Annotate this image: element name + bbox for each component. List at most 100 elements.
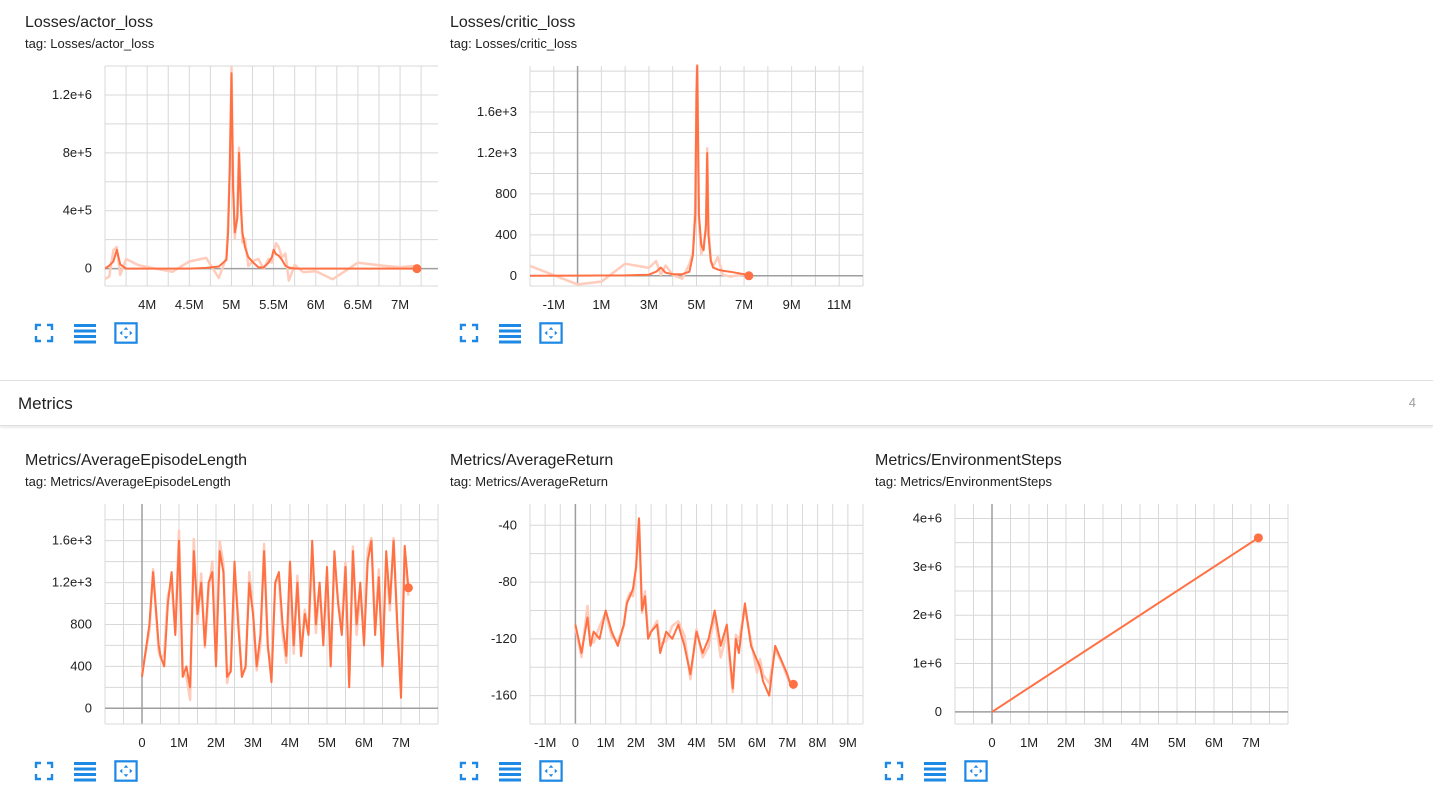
y-tick-label: 4e+5 <box>63 203 92 218</box>
x-tick-label: 5M <box>1168 735 1186 750</box>
x-tick-label: 0 <box>988 735 995 750</box>
y-tick-label: 0 <box>85 261 92 276</box>
chart-tag: tag: Metrics/AverageEpisodeLength <box>25 474 231 489</box>
fit-domain-icon[interactable] <box>114 759 138 783</box>
y-tick-label: 1.6e+3 <box>477 104 517 119</box>
chart-toolbar <box>32 321 138 345</box>
series-group <box>105 66 418 282</box>
plot-environment-steps[interactable]: 0 1e+6 2e+6 3e+6 4e+6 0 1M 2M 3M 4M 5M 6M 7M <box>875 452 1295 757</box>
y-tick-label: 800 <box>70 616 92 631</box>
toggle-log-scale-icon[interactable] <box>923 759 947 783</box>
x-tick-label: -1M <box>543 297 565 312</box>
x-tick-label: 7M <box>391 297 409 312</box>
section-header-metrics[interactable]: Metrics 4 <box>0 380 1433 426</box>
x-tick-label: -1M <box>534 735 556 750</box>
toggle-log-scale-icon[interactable] <box>73 759 97 783</box>
toggle-log-scale-icon[interactable] <box>73 321 97 345</box>
series-last-point[interactable] <box>412 264 422 274</box>
x-tick-label: 5M <box>718 735 736 750</box>
y-tick-label: 4e+6 <box>913 511 942 526</box>
series-last-point[interactable] <box>788 679 798 689</box>
x-tick-label: 3M <box>657 735 675 750</box>
toggle-log-scale-icon[interactable] <box>498 759 522 783</box>
y-tick-label: 800 <box>495 186 517 201</box>
chart-card-actor-loss: Losses/actor_loss tag: Losses/actor_loss… <box>25 14 445 374</box>
x-tick-label: 4M <box>687 735 705 750</box>
grid <box>529 504 864 725</box>
x-tick-label: 4M <box>138 297 156 312</box>
plot-average-episode-length[interactable]: 0 400 800 1.2e+3 1.6e+3 0 1M 2M 3M 4M 5M 6M 7M <box>25 452 445 757</box>
x-tick-label: 4.5M <box>175 297 204 312</box>
series-last-point[interactable] <box>1253 533 1263 543</box>
fullscreen-icon[interactable] <box>32 759 56 783</box>
x-tick-label: 4M <box>281 735 299 750</box>
x-tick-label: 5.5M <box>259 297 288 312</box>
plot-average-return[interactable]: -160 -120 -80 -40 -1M 0 1M 2M 3M 4M 5M 6M 7M 8M 9M <box>450 452 870 757</box>
x-tick-label: 1M <box>1020 735 1038 750</box>
x-tick-label: 6M <box>307 297 325 312</box>
chart-toolbar <box>457 759 563 783</box>
x-tick-label: 1M <box>170 735 188 750</box>
y-tick-label: 1.6e+3 <box>52 533 92 548</box>
series-line <box>530 65 750 277</box>
y-tick-label: 1.2e+3 <box>477 145 517 160</box>
x-tick-label: 7M <box>735 297 753 312</box>
series-line <box>105 72 417 270</box>
y-tick-label: 1.2e+6 <box>52 87 92 102</box>
x-tick-label: 7M <box>1242 735 1260 750</box>
chart-title: Losses/critic_loss <box>450 14 576 31</box>
series-group <box>991 536 1259 713</box>
chart-toolbar <box>32 759 138 783</box>
x-tick-label: 5M <box>222 297 240 312</box>
chart-tag: tag: Metrics/EnvironmentSteps <box>875 474 1053 489</box>
chart-title: Metrics/AverageEpisodeLength <box>25 452 248 469</box>
toggle-log-scale-icon[interactable] <box>498 321 522 345</box>
series-last-point[interactable] <box>744 271 754 281</box>
y-tick-label: 400 <box>70 658 92 673</box>
x-tick-label: 8M <box>809 735 827 750</box>
x-tick-label: 6M <box>355 735 373 750</box>
x-tick-label: 6.5M <box>343 297 372 312</box>
grid <box>104 504 439 725</box>
y-tick-label: -80 <box>498 574 517 589</box>
fit-domain-icon[interactable] <box>539 759 563 783</box>
x-tick-label: 9M <box>839 735 857 750</box>
x-tick-label: 1M <box>592 297 610 312</box>
plot-critic-loss[interactable]: 0 400 800 1.2e+3 1.6e+3 -1M 1M 3M 5M 7M 9M 11M <box>450 14 870 319</box>
x-tick-label: 7M <box>778 735 796 750</box>
chart-tag: tag: Losses/actor_loss <box>25 36 155 51</box>
series-line <box>991 536 1259 713</box>
fullscreen-icon[interactable] <box>457 759 481 783</box>
y-tick-label: 1e+6 <box>913 656 942 671</box>
x-tick-label: 5M <box>687 297 705 312</box>
x-tick-label: 3M <box>1094 735 1112 750</box>
series-group <box>530 64 750 286</box>
chart-card-average-return: Metrics/AverageReturn tag: Metrics/Avera… <box>450 452 870 812</box>
x-tick-label: 5M <box>318 735 336 750</box>
chart-tag: tag: Losses/critic_loss <box>450 36 578 51</box>
y-tick-label: 3e+6 <box>913 559 942 574</box>
y-tick-label: 1.2e+3 <box>52 575 92 590</box>
x-tick-label: 2M <box>627 735 645 750</box>
y-tick-label: 0 <box>510 268 517 283</box>
fullscreen-icon[interactable] <box>32 321 56 345</box>
section-count: 4 <box>1408 395 1416 410</box>
y-tick-label: 0 <box>935 704 942 719</box>
fullscreen-icon[interactable] <box>882 759 906 783</box>
x-tick-label: 4M <box>1131 735 1149 750</box>
x-tick-label: 1M <box>597 735 615 750</box>
x-tick-label: 0 <box>572 735 579 750</box>
grid <box>954 504 1289 725</box>
series-raw-line <box>105 66 418 282</box>
fit-domain-icon[interactable] <box>539 321 563 345</box>
chart-toolbar <box>882 759 988 783</box>
x-tick-label: 6M <box>1205 735 1223 750</box>
section-title: Metrics <box>18 394 73 413</box>
x-tick-label: 9M <box>783 297 801 312</box>
fullscreen-icon[interactable] <box>457 321 481 345</box>
series-group <box>574 517 795 697</box>
plot-actor-loss[interactable]: 0 4e+5 8e+5 1.2e+6 4M 4.5M 5M 5.5M 6M 6.5M 7M <box>25 14 445 319</box>
fit-domain-icon[interactable] <box>964 759 988 783</box>
fit-domain-icon[interactable] <box>114 321 138 345</box>
series-last-point[interactable] <box>403 583 413 593</box>
